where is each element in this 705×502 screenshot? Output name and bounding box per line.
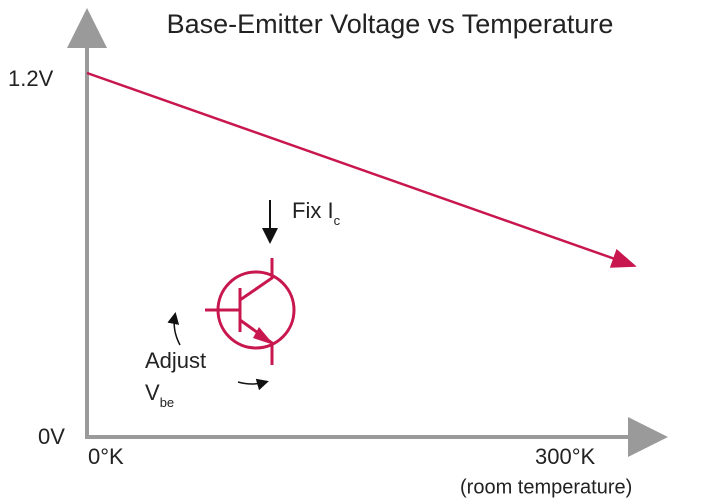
transistor <box>205 258 296 365</box>
y-bottom-label: 0V <box>38 424 65 449</box>
adjust-arrow-up <box>167 312 181 346</box>
adjust-v: V <box>145 380 160 405</box>
fix-label: Fix Ic <box>292 198 341 229</box>
trend-line <box>86 71 637 268</box>
adjust-arrow-right <box>237 378 269 391</box>
title: Base-Emitter Voltage vs Temperature <box>167 9 614 39</box>
x-note: (room temperature) <box>460 476 632 498</box>
adjust-label: Adjust <box>145 348 206 373</box>
adjust-sub: be <box>160 395 174 410</box>
x-left-label: 0°K <box>88 444 124 469</box>
fix-sub: c <box>334 213 341 228</box>
x-right-label: 300°K <box>535 444 596 469</box>
adjust-symbol: Vbe <box>145 380 174 411</box>
y-top-label: 1.2V <box>8 66 54 91</box>
fix-text: Fix I <box>292 198 334 223</box>
